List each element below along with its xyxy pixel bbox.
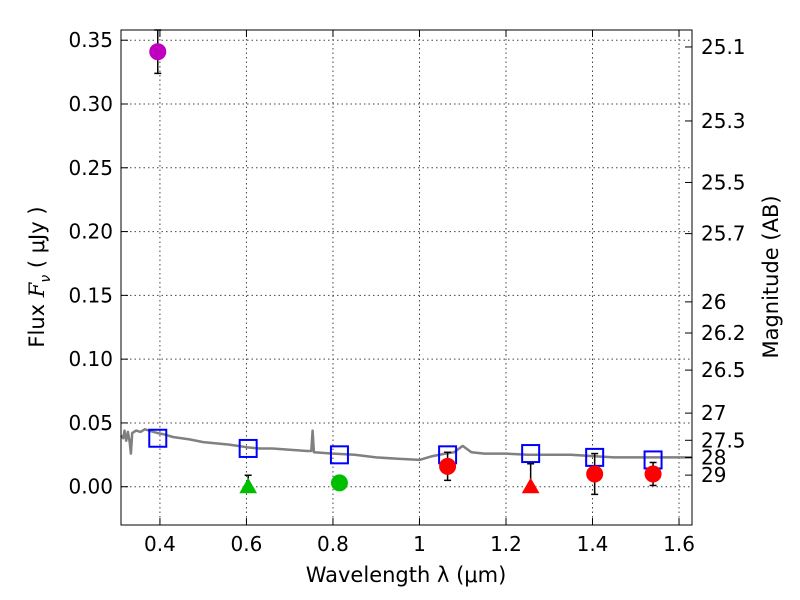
y2-tick-label: 25.1 [701,35,746,59]
observed-point [330,474,348,492]
x-tick-label: 1.2 [490,532,522,556]
y-axis-label-prefix: Flux [25,297,49,347]
y-tick-label: 0.25 [68,156,113,180]
model-photometry-point [238,438,258,458]
y-axis-label-subscript: ν [38,275,54,283]
y2-axis-label: Magnitude (AB) [759,195,783,358]
y-tick-label: 0.20 [68,220,113,244]
observed-point [439,457,457,475]
y-axis-label-symbol: F [25,281,49,298]
x-tick-label: 0.6 [231,532,263,556]
y2-tick-label: 26 [701,290,726,314]
y2-tick-label: 26.2 [701,321,746,345]
observed-point [149,43,167,61]
y-tick-label: 0.15 [68,283,113,307]
y2-tick-label: 25.5 [701,170,746,194]
y-tick-label: 0.10 [68,347,113,371]
x-tick-label: 1.4 [577,532,609,556]
x-tick-label: 1.6 [663,532,695,556]
y-tick-label: 0.35 [68,28,113,52]
model-photometry-point [521,444,541,464]
x-tick-label: 0.8 [317,532,349,556]
model-spectrum-line [120,428,692,462]
y2-tick-label: 27 [701,401,726,425]
y2-tick-label: 29 [701,463,726,487]
grid-layer [121,30,692,525]
y-tick-label: 0.30 [68,92,113,116]
y2-tick-label: 28 [701,446,726,470]
error-bars-layer [154,29,657,496]
y2-tick-label: 25.3 [701,109,746,133]
y2-tick-label: 25.7 [701,222,746,246]
x-tick-label: 0.4 [144,532,176,556]
y-axis-label: Flux Fν ( μJy ) [25,206,54,347]
observed-point [586,465,604,483]
y-tick-label: 0.00 [68,475,113,499]
x-axis-label: Wavelength λ (μm) [306,563,507,587]
ticks-layer: 0.4 0.6 0.8 1 1.2 1.4 1.6 0.00 0.05 0.10 0.15 0.20 0… [68,28,745,556]
model-spectrum-layer [120,428,692,462]
y-axis-label-unit: ( μJy ) [25,206,49,274]
model-photometry-point [329,445,349,465]
observed-point [644,465,662,483]
plot-frame [120,29,693,526]
markers-layer [148,43,663,494]
y2-tick-label: 26.5 [701,358,746,382]
x-tick-label: 1 [413,532,426,556]
y-tick-label: 0.05 [68,411,113,435]
y2-tick-label: 27.5 [701,428,746,452]
observed-upper-limit-point [239,477,258,494]
observed-upper-limit-point [521,477,540,494]
model-photometry-point [148,428,168,448]
